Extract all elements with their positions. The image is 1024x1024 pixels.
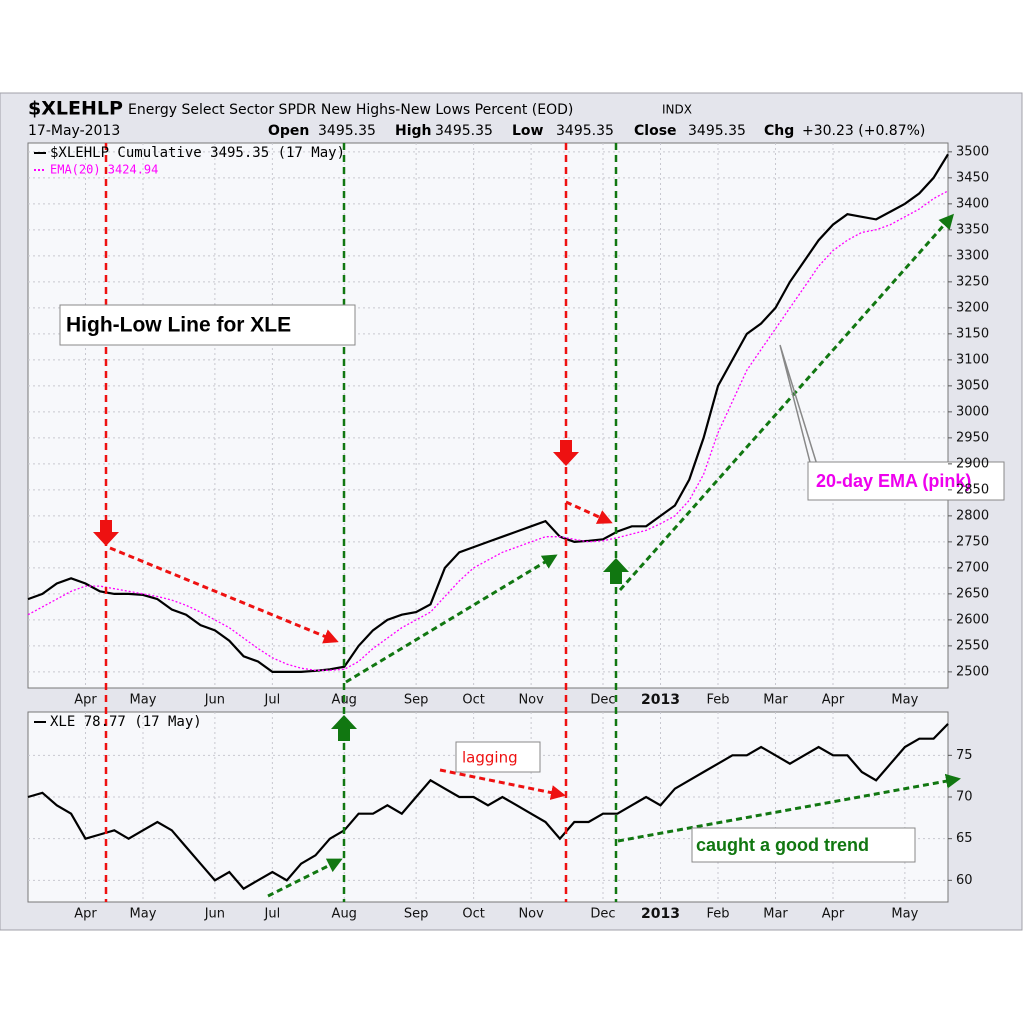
markers <box>104 143 618 902</box>
y-tick-label: 3050 <box>956 378 989 393</box>
y-tick-label: 2950 <box>956 430 989 445</box>
note: 20-day EMA (pink) <box>816 471 971 491</box>
note-box <box>691 827 916 863</box>
x-tick-label: 2013 <box>641 906 680 922</box>
x-tick-label: Apr <box>74 907 97 922</box>
y-tick-label: 2900 <box>956 456 989 471</box>
title: Energy Select Sector SPDR New Highs-New … <box>128 102 573 118</box>
arrow <box>618 213 954 591</box>
exchange: INDX <box>662 103 692 117</box>
y-tick-label: 65 <box>956 831 973 846</box>
x-tick-label: Aug <box>332 693 357 708</box>
note-box <box>807 461 1005 501</box>
x-tick-label: Dec <box>590 693 615 708</box>
high-label: High <box>395 123 432 139</box>
x-tick-label: May <box>891 907 918 922</box>
x-tick-label: Apr <box>822 693 845 708</box>
arrow <box>267 858 343 898</box>
arrow <box>439 768 566 800</box>
y-tick-label: 2750 <box>956 534 989 549</box>
y-tick-label: 2850 <box>956 482 989 497</box>
arrows <box>109 213 961 898</box>
block-arrow <box>93 520 119 546</box>
y-tick-label: 3400 <box>956 196 989 211</box>
y-tick-label: 3350 <box>956 222 989 237</box>
arrow <box>617 773 961 843</box>
low: 3495.35 <box>556 123 614 139</box>
x-tick-label: Feb <box>706 907 729 922</box>
y-tick-label: 3200 <box>956 300 989 315</box>
x-tick-label: Nov <box>518 907 544 922</box>
legend-entry: EMA(20) 3424.94 <box>50 163 158 177</box>
high: 3495.35 <box>435 123 493 139</box>
symbol: $XLEHLP <box>28 98 123 120</box>
series-line <box>27 723 949 891</box>
x-tick-label: Dec <box>590 907 615 922</box>
y-tick-label: 2800 <box>956 508 989 523</box>
y-tick-label: 3450 <box>956 170 989 185</box>
note: High-Low Line for XLE <box>66 314 291 337</box>
y-tick-label: 75 <box>956 748 973 763</box>
chg: +30.23 (+0.87%) <box>802 123 925 139</box>
x-tick-label: Oct <box>462 693 484 708</box>
note-box <box>59 304 356 346</box>
x-tick-label: Mar <box>763 907 788 922</box>
note: caught a good trend <box>696 835 869 855</box>
close: 3495.35 <box>688 123 746 139</box>
y-tick-label: 2550 <box>956 638 989 653</box>
y-tick-label: 3000 <box>956 404 989 419</box>
y-tick-label: 3250 <box>956 274 989 289</box>
x-tick-label: Sep <box>404 693 429 708</box>
x-tick-label: Jun <box>204 693 225 708</box>
x-tick-label: Apr <box>822 907 845 922</box>
x-tick-label: May <box>891 693 918 708</box>
series-line <box>27 153 949 673</box>
y-tick-label: 2650 <box>956 586 989 601</box>
x-tick-label: Aug <box>332 907 357 922</box>
y-tick-label: 2500 <box>956 664 989 679</box>
close-label: Close <box>634 123 677 139</box>
note-box <box>455 741 541 773</box>
note: lagging <box>462 749 518 767</box>
date: 17-May-2013 <box>28 123 120 139</box>
block-arrow <box>553 440 579 466</box>
open-label: Open <box>268 123 309 139</box>
x-tick-label: Nov <box>518 693 544 708</box>
x-tick-label: Sep <box>404 907 429 922</box>
arrow <box>109 546 339 644</box>
y-tick-label: 2700 <box>956 560 989 575</box>
x-tick-label: Mar <box>763 693 788 708</box>
y-tick-label: 2600 <box>956 612 989 627</box>
arrow <box>345 554 558 684</box>
pointer <box>779 344 819 471</box>
x-tick-label: Oct <box>462 907 484 922</box>
x-tick-label: Feb <box>706 693 729 708</box>
series-line <box>27 190 949 671</box>
low-label: Low <box>512 123 544 139</box>
x-tick-label: May <box>130 693 157 708</box>
x-tick-label: May <box>130 907 157 922</box>
arrow <box>565 500 613 524</box>
legend-entry: $XLEHLP Cumulative 3495.35 (17 May) <box>50 145 345 161</box>
x-tick-label: Jul <box>264 907 281 922</box>
y-tick-label: 60 <box>956 873 973 888</box>
chg-label: Chg <box>764 123 794 139</box>
block-arrow <box>331 715 357 741</box>
y-tick-label: 3300 <box>956 248 989 263</box>
x-tick-label: Jun <box>204 907 225 922</box>
y-tick-label: 3100 <box>956 352 989 367</box>
x-tick-label: 2013 <box>641 692 680 708</box>
y-tick-label: 3500 <box>956 144 989 159</box>
y-tick-label: 70 <box>956 790 973 805</box>
open: 3495.35 <box>318 123 376 139</box>
y-tick-label: 3150 <box>956 326 989 341</box>
x-tick-label: Apr <box>74 693 97 708</box>
x-tick-label: Jul <box>264 693 281 708</box>
legend-entry: XLE 78.77 (17 May) <box>50 714 202 730</box>
block-arrow <box>603 558 629 584</box>
